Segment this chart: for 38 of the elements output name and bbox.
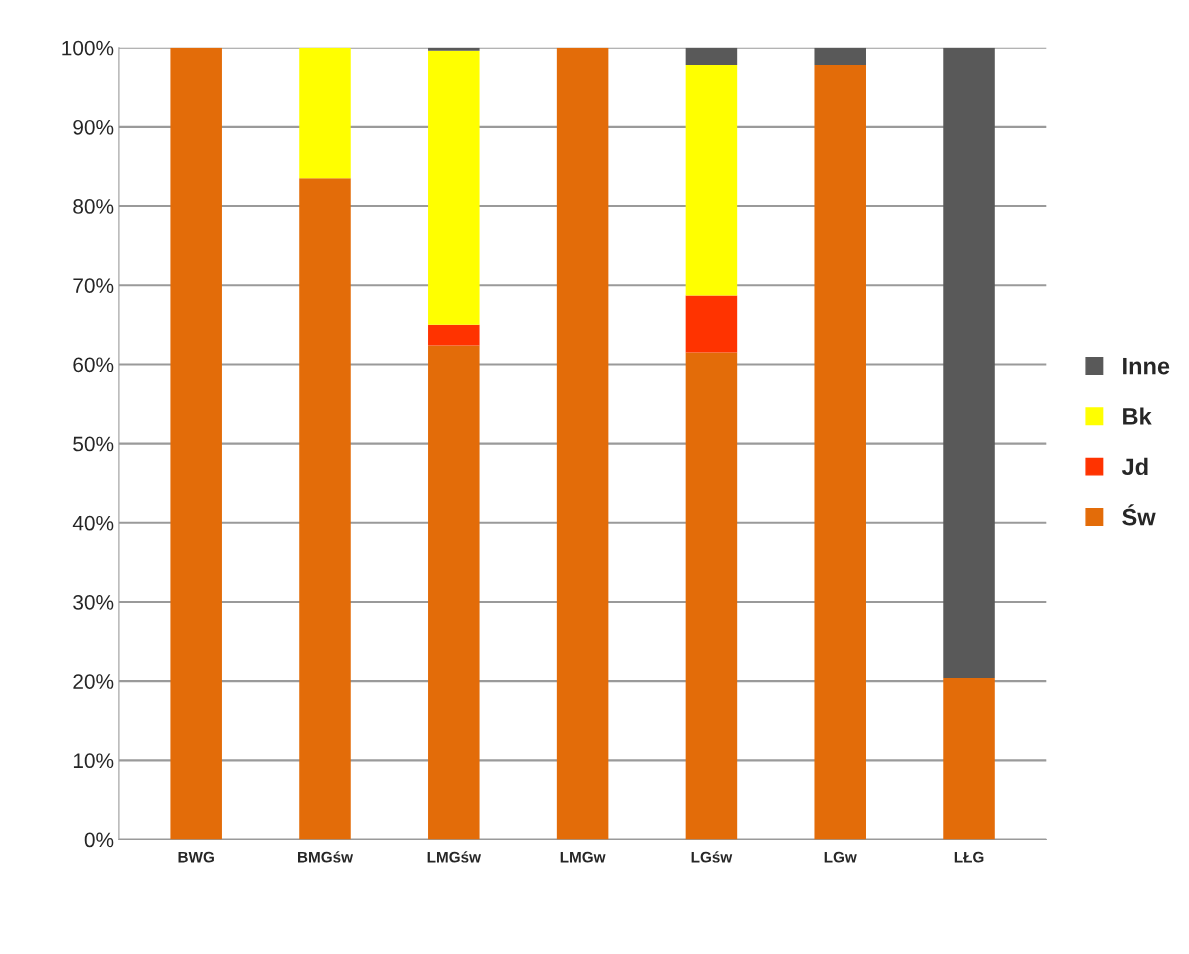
bar — [685, 295, 738, 353]
bar — [428, 50, 480, 325]
bar — [943, 47, 995, 678]
x-tick-label: LGw — [824, 851, 857, 863]
y-tick-label: 80% — [73, 199, 114, 214]
y-tick-label: 100% — [62, 40, 114, 56]
bar — [428, 324, 480, 346]
y-tick-label: 10% — [73, 753, 114, 769]
bar — [170, 47, 222, 840]
x-tick-label: LŁG — [954, 851, 984, 863]
bar — [685, 352, 738, 840]
y-tick-label: 50% — [73, 436, 114, 452]
bar — [428, 47, 480, 51]
legend-label: Bk — [1123, 407, 1152, 425]
y-tick-label: 70% — [73, 278, 114, 293]
y-tick-label: 0% — [84, 832, 114, 848]
bar — [299, 178, 351, 840]
bar — [943, 677, 995, 840]
y-tick-label: 60% — [73, 357, 114, 373]
y-tick-label: 20% — [73, 674, 114, 689]
x-tick-label: LMGw — [560, 851, 606, 863]
bar — [428, 345, 480, 840]
legend-label: Inne — [1123, 357, 1170, 375]
legend-label: Św — [1122, 504, 1156, 526]
bar — [556, 47, 609, 840]
bar — [814, 65, 866, 840]
x-tick-label: BMGśw — [298, 851, 354, 863]
x-tick-label: LGśw — [691, 851, 733, 863]
bar — [814, 47, 866, 66]
bar — [299, 47, 351, 179]
legend-label: Jd — [1121, 457, 1148, 476]
x-tick-label: LMGśw — [427, 851, 481, 863]
y-tick-label: 30% — [73, 594, 114, 610]
bar — [685, 47, 738, 66]
y-tick-label: 40% — [72, 515, 114, 531]
bar — [685, 65, 738, 296]
y-tick-label: 90% — [73, 119, 114, 135]
x-tick-label: BWG — [178, 851, 214, 863]
